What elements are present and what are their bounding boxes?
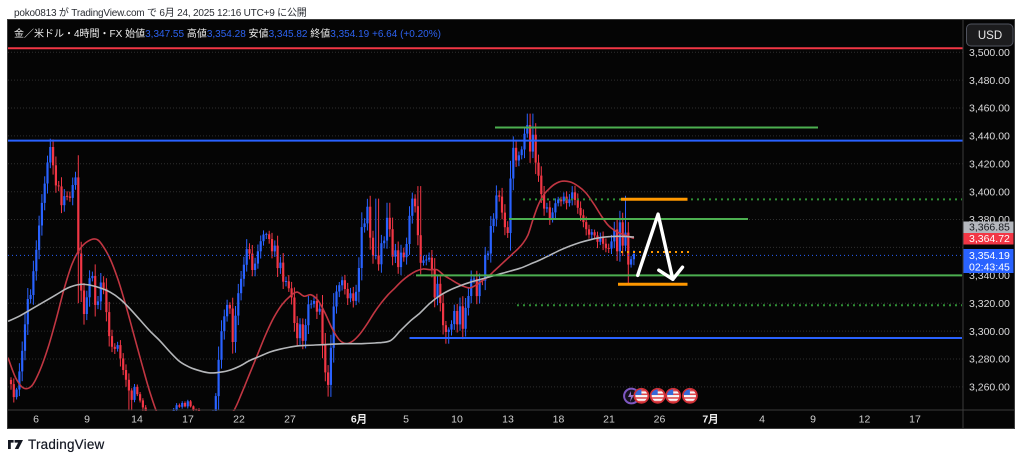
svg-text:7月: 7月: [702, 414, 718, 426]
svg-text:9: 9: [84, 414, 90, 426]
svg-text:10: 10: [451, 414, 463, 426]
svg-text:USD: USD: [978, 30, 1002, 42]
svg-text:12: 12: [859, 414, 871, 426]
svg-text:5: 5: [403, 414, 409, 426]
svg-text:3,500.00: 3,500.00: [969, 47, 1010, 59]
svg-text:3,280.00: 3,280.00: [969, 354, 1010, 366]
svg-text:3,440.00: 3,440.00: [969, 131, 1010, 143]
svg-text:3,366.85: 3,366.85: [969, 222, 1010, 234]
svg-text:18: 18: [553, 414, 565, 426]
svg-text:3,364.72: 3,364.72: [969, 233, 1010, 245]
svg-text:13: 13: [502, 414, 514, 426]
svg-text:3,354.19: 3,354.19: [969, 250, 1010, 262]
svg-text:02:43:45: 02:43:45: [969, 262, 1010, 274]
svg-text:26: 26: [654, 414, 666, 426]
svg-text:6月: 6月: [351, 414, 367, 426]
svg-text:4: 4: [759, 414, 765, 426]
svg-text:14: 14: [131, 414, 143, 426]
svg-text:17: 17: [182, 414, 194, 426]
svg-text:9: 9: [810, 414, 816, 426]
svg-text:17: 17: [909, 414, 921, 426]
svg-text:3,300.00: 3,300.00: [969, 326, 1010, 338]
svg-text:21: 21: [603, 414, 615, 426]
svg-text:22: 22: [233, 414, 245, 426]
svg-text:3,460.00: 3,460.00: [969, 103, 1010, 115]
svg-text:3,420.00: 3,420.00: [969, 159, 1010, 171]
svg-text:6: 6: [33, 414, 39, 426]
svg-text:27: 27: [284, 414, 296, 426]
svg-text:3,260.00: 3,260.00: [969, 382, 1010, 394]
svg-text:3,400.00: 3,400.00: [969, 186, 1010, 198]
svg-text:3,320.00: 3,320.00: [969, 298, 1010, 310]
svg-text:3,480.00: 3,480.00: [969, 75, 1010, 87]
